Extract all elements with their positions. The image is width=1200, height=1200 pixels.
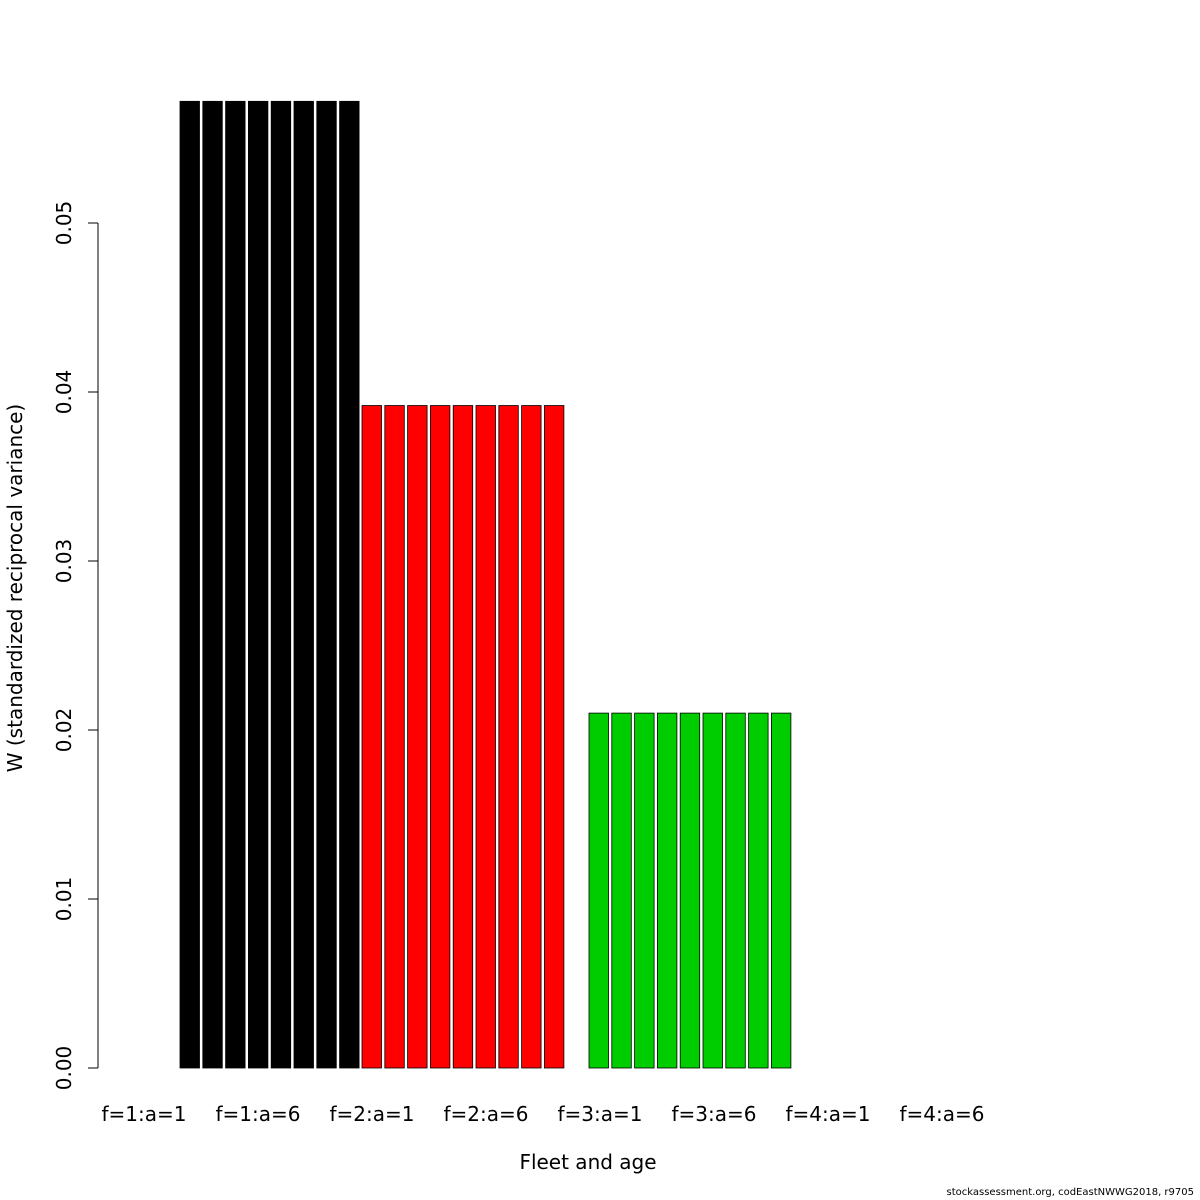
bar-fleet-1 [270, 100, 292, 1069]
y-tick-label: 0.05 [52, 201, 76, 246]
bar-fleet-3 [657, 712, 678, 1069]
bar-fleet-2 [384, 405, 405, 1069]
bars-group [179, 100, 792, 1069]
bar-fleet-1 [202, 100, 223, 1069]
bar-fleet-3 [611, 712, 632, 1069]
y-tick-label: 0.02 [52, 708, 76, 753]
x-tick-label: f=2:a=6 [444, 1102, 529, 1126]
bar-fleet-1 [339, 100, 360, 1069]
x-tick-label: f=4:a=6 [900, 1102, 985, 1126]
y-axis-title: W (standardized reciprocal variance) [3, 404, 27, 773]
x-tick-label: f=2:a=1 [330, 1102, 415, 1126]
bar-fleet-2 [475, 405, 496, 1069]
bar-fleet-1 [316, 100, 337, 1069]
bar-fleet-1 [293, 100, 314, 1069]
bar-fleet-3 [725, 712, 746, 1069]
bar-fleet-1 [247, 100, 269, 1069]
bar-fleet-3 [679, 712, 701, 1069]
bar-fleet-1 [225, 100, 246, 1069]
x-tick-label: f=3:a=6 [672, 1102, 757, 1126]
y-tick-label: 0.01 [52, 877, 76, 922]
bar-fleet-3 [702, 712, 723, 1069]
bar-fleet-2 [429, 405, 451, 1069]
y-tick-label: 0.04 [52, 370, 76, 415]
y-axis: 0.00 0.01 0.02 0.03 0.04 0.05 [52, 201, 99, 1091]
x-axis-title: Fleet and age [519, 1150, 656, 1174]
y-tick-label: 0.00 [52, 1046, 76, 1091]
x-axis-labels: f=1:a=1 f=1:a=6 f=2:a=1 f=2:a=6 f=3:a=1 f=3:a… [102, 1102, 985, 1126]
x-tick-label: f=3:a=1 [558, 1102, 643, 1126]
bar-fleet-2 [361, 405, 382, 1069]
bar-fleet-3 [588, 712, 609, 1069]
y-tick-label: 0.03 [52, 539, 76, 584]
bar-fleet-2 [544, 405, 565, 1069]
x-tick-label: f=4:a=1 [786, 1102, 871, 1126]
bar-fleet-3 [771, 712, 792, 1069]
bar-fleet-1 [179, 100, 200, 1069]
bar-fleet-2 [407, 405, 428, 1069]
x-tick-label: f=1:a=1 [102, 1102, 187, 1126]
x-tick-label: f=1:a=6 [216, 1102, 301, 1126]
bar-fleet-2 [452, 405, 474, 1069]
bar-fleet-2 [498, 405, 519, 1069]
footer-credit: stockassessment.org, codEastNWWG2018, r9… [946, 1187, 1195, 1198]
bar-fleet-3 [748, 712, 769, 1069]
bar-fleet-3 [634, 712, 655, 1069]
bar-fleet-2 [521, 405, 542, 1069]
